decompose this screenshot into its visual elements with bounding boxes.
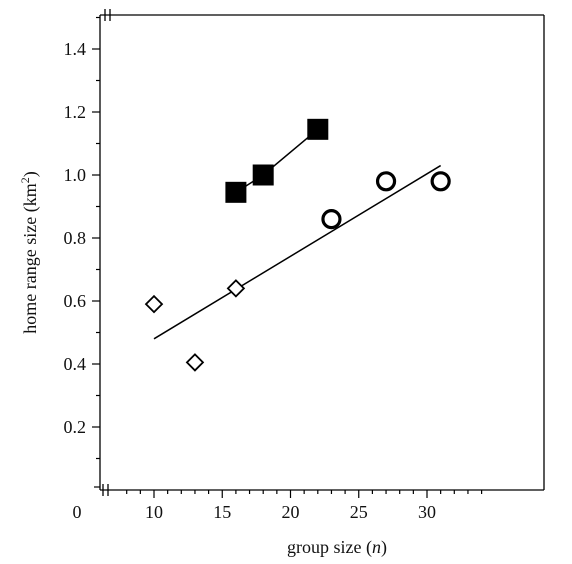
square-point bbox=[307, 118, 329, 140]
y-tick-label: 0.2 bbox=[64, 417, 87, 437]
circle-point bbox=[321, 209, 342, 230]
y-axis-title: home range size (km2) bbox=[18, 171, 41, 333]
square-point bbox=[225, 181, 247, 203]
regression-line bbox=[153, 164, 442, 340]
square-series-line bbox=[235, 128, 319, 193]
y-tick-label: 1.4 bbox=[64, 39, 87, 59]
x-tick-label: 10 bbox=[145, 502, 163, 522]
y-tick-label: 0.6 bbox=[64, 291, 87, 311]
x-tick-label: 15 bbox=[213, 502, 231, 522]
y-tick-label: 1.2 bbox=[64, 102, 87, 122]
x-axis-title: group size (n) bbox=[287, 537, 387, 558]
y-tick-label: 0.8 bbox=[64, 228, 87, 248]
diamond-point bbox=[144, 294, 164, 314]
y-tick-label: 1.0 bbox=[64, 165, 87, 185]
x-zero-label: 0 bbox=[73, 502, 82, 522]
x-tick-label: 20 bbox=[282, 502, 300, 522]
y-tick-label: 0.4 bbox=[64, 354, 87, 374]
x-tick-label: 30 bbox=[418, 502, 436, 522]
diamond-point bbox=[226, 279, 246, 298]
circle-point bbox=[430, 171, 451, 192]
x-tick-label: 25 bbox=[350, 502, 368, 522]
diamond-point bbox=[185, 353, 205, 372]
circle-point bbox=[375, 171, 397, 192]
square-point bbox=[252, 164, 274, 186]
